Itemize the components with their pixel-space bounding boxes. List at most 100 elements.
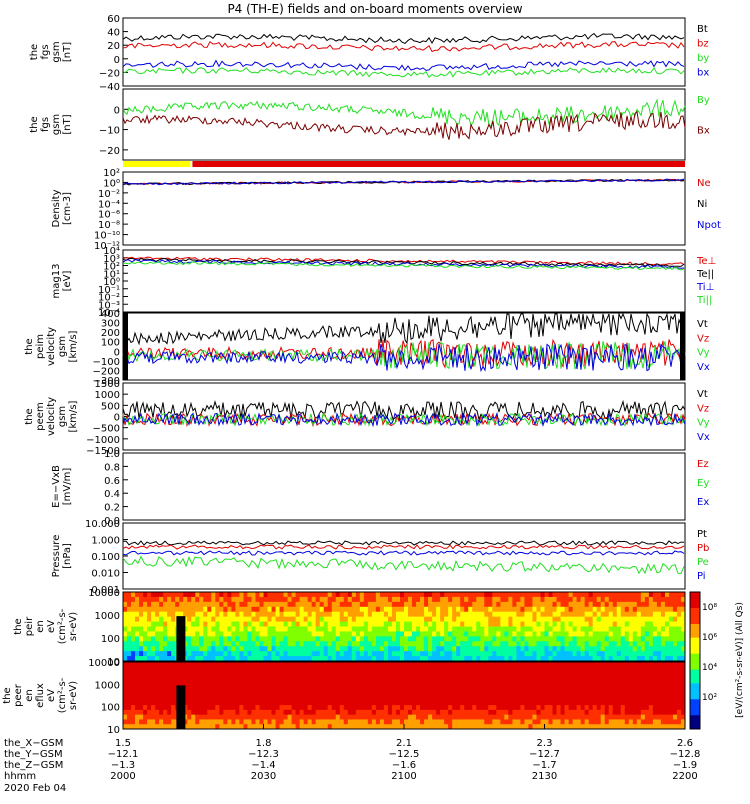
spectrogram-cell: [452, 690, 457, 696]
spectrogram-cell: [307, 709, 313, 716]
spectrogram-cell: [231, 641, 236, 647]
spectrogram-cell: [151, 656, 156, 662]
spectrogram-cell: [279, 616, 285, 623]
spectrogram-cell: [528, 676, 533, 682]
spectrogram-cell: [239, 636, 244, 642]
spectrogram-cell: [596, 611, 602, 618]
spectrogram-cell: [155, 724, 160, 730]
spectrogram-cell: [367, 631, 373, 637]
spectrogram-cell: [199, 681, 204, 687]
spectrogram-cell: [604, 676, 610, 682]
spectrogram-cell: [283, 676, 289, 682]
spectrogram-cell: [251, 592, 256, 598]
spectrogram-cell: [608, 636, 614, 642]
panel-frame: [122, 591, 686, 662]
spectrogram-cell: [676, 611, 682, 618]
spectrogram-cell: [480, 695, 485, 701]
spectrogram-cell: [668, 631, 674, 637]
spectrogram-cell: [315, 714, 321, 720]
spectrogram-cell: [175, 676, 180, 682]
spectrogram-cell: [155, 611, 160, 618]
spectrogram-cell: [247, 651, 252, 657]
spectrogram-cell: [544, 601, 550, 608]
x-row-value: −1.9: [673, 760, 697, 771]
spectrogram-cell: [279, 709, 285, 716]
spectrogram-cell: [508, 714, 513, 720]
spectrogram-cell: [644, 705, 650, 711]
spectrogram-cell: [616, 606, 622, 613]
spectrogram-cell: [424, 705, 429, 711]
spectrogram-cell: [672, 690, 678, 696]
spectrogram-cell: [620, 596, 626, 603]
spectrogram-cell: [179, 606, 184, 613]
spectrogram-cell: [279, 631, 285, 637]
spectrogram-cell: [428, 621, 433, 627]
spectrogram-cell: [275, 666, 281, 673]
spectrogram-cell: [255, 592, 260, 598]
spectrogram-cell: [187, 646, 192, 652]
spectrogram-cell: [416, 656, 421, 662]
spectrogram-cell: [311, 606, 317, 613]
spectrogram-cell: [155, 631, 160, 637]
spectrogram-cell: [656, 662, 662, 668]
spectrogram-cell: [624, 626, 630, 632]
spectrogram-cell: [428, 681, 433, 687]
spectrogram-cell: [187, 596, 192, 603]
spectrogram-cell: [395, 606, 401, 613]
spectrogram-cell: [159, 700, 164, 706]
spectrogram-cell: [472, 621, 477, 627]
spectrogram-cell: [167, 724, 172, 730]
spectrogram-cell: [536, 601, 541, 608]
spectrogram-cell: [436, 719, 441, 725]
spectrogram-cell: [404, 690, 409, 696]
spectrogram-cell: [668, 709, 674, 716]
spectrogram-cell: [508, 631, 513, 637]
spectrogram-cell: [399, 719, 405, 725]
spectrogram-cell: [379, 685, 385, 692]
spectrogram-cell: [227, 626, 232, 632]
spectrogram-cell: [516, 676, 521, 682]
spectrogram-cell: [416, 626, 421, 632]
spectrogram-cell: [387, 646, 393, 652]
spectrogram-cell: [660, 676, 666, 682]
spectrogram-cell: [544, 709, 550, 716]
spectrogram-cell: [608, 662, 614, 668]
spectrogram-cell: [544, 636, 550, 642]
spectrogram-cell: [492, 636, 497, 642]
spectrogram-cell: [476, 700, 481, 706]
spectrogram-cell: [624, 666, 630, 673]
spectrogram-cell: [504, 690, 509, 696]
spectrogram-cell: [239, 685, 244, 692]
spectrogram-cell: [327, 606, 333, 613]
spectrogram-cell: [436, 671, 441, 677]
spectrogram-cell: [440, 646, 445, 652]
spectrogram-cell: [468, 724, 473, 730]
spectrogram-cell: [408, 641, 413, 647]
spectrogram-cell: [512, 596, 517, 603]
spectrogram-cell: [359, 700, 365, 706]
spectrogram-cell: [151, 666, 156, 673]
spectrogram-cell: [307, 705, 313, 711]
spectrogram-cell: [544, 685, 550, 692]
spectrogram-cell: [644, 690, 650, 696]
spectrogram-cell: [420, 709, 425, 716]
spectrogram-cell: [147, 646, 152, 652]
spectrogram-cell: [343, 656, 349, 662]
spectrogram-cell: [480, 656, 485, 662]
spectrogram-cell: [275, 671, 281, 677]
spectrogram-cell: [307, 596, 313, 603]
spectrogram-cell: [564, 641, 570, 647]
spectrogram-cell: [472, 681, 477, 687]
spectrogram-cell: [460, 641, 465, 647]
spectrogram-cell: [552, 719, 558, 725]
spectrogram-cell: [468, 685, 473, 692]
spectrogram-cell: [331, 621, 337, 627]
spectrogram-cell: [588, 700, 594, 706]
spectrogram-cell: [219, 724, 224, 730]
spectrogram-cell: [624, 606, 630, 613]
spectrogram-cell: [239, 656, 244, 662]
spectrogram-cell: [628, 714, 634, 720]
spectrogram-cell: [331, 705, 337, 711]
spectrogram-cell: [548, 705, 554, 711]
